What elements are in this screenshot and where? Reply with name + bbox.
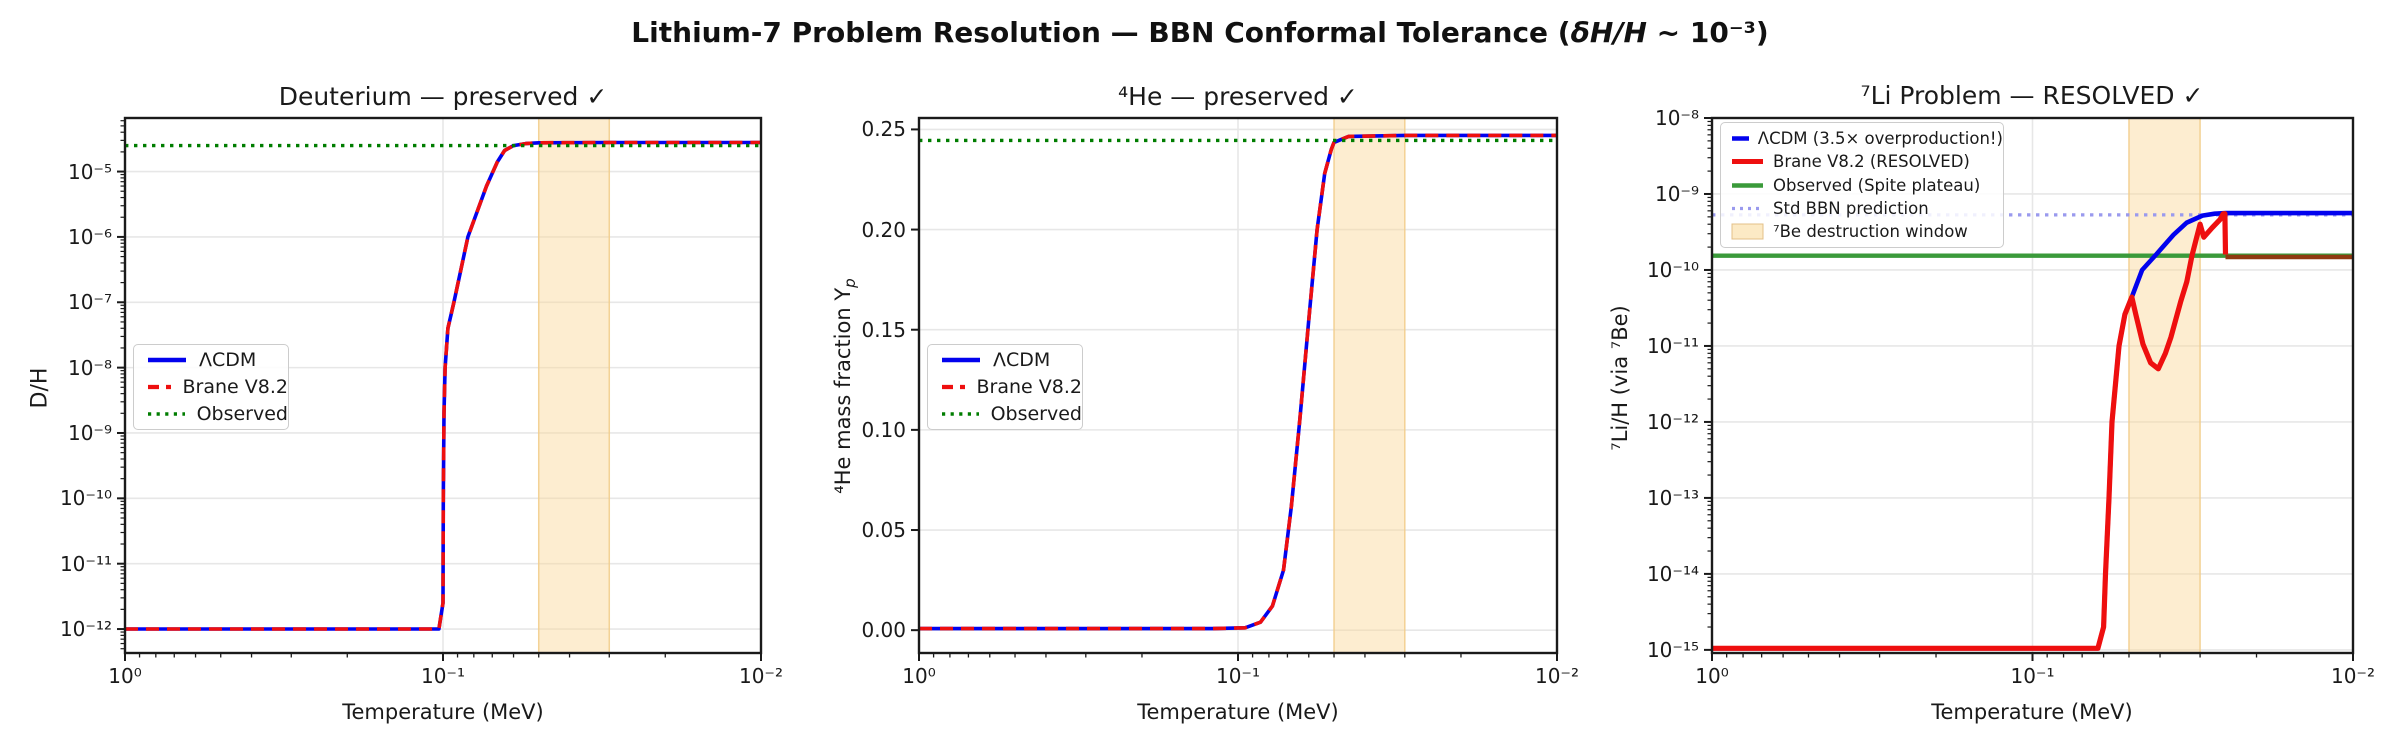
legend-swatch-red-dashed [148, 384, 171, 390]
legend-swatch-red-solid [1732, 159, 1763, 165]
legend-label: ΛCDM [993, 349, 1051, 372]
series-brane-v8-2-deuterium [125, 140, 761, 631]
legend-label: Std BBN prediction [1773, 198, 1929, 218]
legend-row: ΛCDM [941, 347, 1082, 374]
legend-row: Std BBN prediction [1731, 197, 2003, 220]
panel-helium-title: ⁴He — preserved ✓ [1118, 82, 1358, 111]
panel-helium-ylabel: ⁴He mass fraction Yp [831, 278, 859, 493]
legend-row: Brane V8.2 [147, 374, 288, 401]
ytick-label-helium: 0.25 [861, 117, 906, 142]
ytick-label-helium: 0.20 [861, 217, 906, 242]
legend-swatch-green-dotted [148, 411, 185, 416]
legend-swatch-periwinkle-dotted [1732, 206, 1763, 210]
xtick-label-deuterium: 10⁻¹ [420, 664, 466, 688]
ytick-label-helium: 0.10 [861, 417, 906, 442]
be7-destruction-window-band [538, 118, 610, 653]
legend-label: Observed (Spite plateau) [1773, 175, 1981, 195]
legend-label: ΛCDM (3.5× overproduction!) [1757, 129, 2003, 149]
legend-swatch-red-dashed [942, 384, 965, 390]
ytick-label-lithium: 10⁻¹² [1646, 409, 1699, 434]
ytick-label-lithium: 10⁻¹⁴ [1646, 561, 1699, 586]
ytick-label-deuterium: 10⁻⁶ [67, 224, 112, 249]
panel-deuterium [117, 116, 763, 661]
ytick-label-lithium: 10⁻⁸ [1654, 106, 1699, 130]
panel-deuterium-title: Deuterium — preserved ✓ [278, 82, 608, 111]
be7-destruction-window-band [2128, 118, 2201, 653]
panel-lithium [1704, 116, 2355, 661]
ytick-label-lithium: 10⁻⁹ [1654, 181, 1699, 206]
xtick-label-helium: 10⁻² [1534, 664, 1580, 688]
ytick-label-lithium: 10⁻¹⁰ [1646, 257, 1699, 282]
figure-suptitle: Lithium-7 Problem Resolution — BBN Confo… [631, 16, 1768, 49]
legend-label: ⁷Be destruction window [1773, 221, 1968, 241]
panel-deuterium-xlabel: Temperature (MeV) [342, 700, 544, 724]
xtick-label-lithium: 10⁻¹ [2010, 664, 2055, 688]
ytick-label-helium: 0.00 [861, 618, 906, 643]
ytick-label-deuterium: 10⁻¹¹ [59, 551, 112, 576]
suptitle-text: Lithium-7 Problem Resolution — BBN Confo… [631, 16, 1571, 49]
ytick-label-lithium: 10⁻¹⁵ [1646, 637, 1699, 662]
legend-deuterium: ΛCDM Brane V8.2 Observed [133, 344, 289, 430]
xtick-label-lithium: 10⁰ [1695, 664, 1729, 688]
legend-lithium: ΛCDM (3.5× overproduction!) Brane V8.2 (R… [1720, 122, 2004, 248]
legend-row: Observed (Spite plateau) [1731, 173, 2003, 196]
legend-row: Observed [941, 400, 1082, 427]
panel-lithium-xlabel: Temperature (MeV) [1931, 700, 2133, 724]
legend-label: Observed [196, 402, 288, 425]
ytick-label-lithium: 10⁻¹³ [1646, 485, 1699, 510]
ytick-label-deuterium: 10⁻⁹ [67, 420, 112, 445]
panel-deuterium-ylabel: D/H [27, 367, 53, 409]
legend-row: Observed [147, 400, 288, 427]
series-brane-v8-2-resolved-lithium [1712, 211, 2229, 651]
panel-lithium-ylabel: ⁷Li/H (via ⁷Be) [1608, 305, 1632, 451]
legend-swatch-blue-solid [942, 358, 980, 363]
legend-swatch-blue-solid [148, 358, 186, 363]
legend-label: Observed [990, 402, 1082, 425]
suptitle-math: δH/H [1570, 16, 1647, 49]
ytick-label-helium: 0.05 [861, 518, 906, 543]
legend-row: Brane V8.2 (RESOLVED) [1731, 150, 2003, 173]
series-brane-v8-2-helium [919, 133, 1557, 631]
legend-row: ⁷Be destruction window [1731, 220, 2003, 243]
legend-swatch-blue-solid [1732, 136, 1749, 141]
legend-label: ΛCDM [199, 349, 257, 372]
legend-helium: ΛCDM Brane V8.2 Observed [927, 344, 1083, 430]
legend-swatch-green-dotted [942, 411, 979, 416]
legend-label: Brane V8.2 [976, 376, 1082, 398]
legend-swatch-green-solid [1732, 182, 1763, 188]
be7-destruction-window-band [1334, 118, 1405, 653]
ytick-label-helium: 0.15 [861, 317, 906, 342]
legend-label: Brane V8.2 [182, 376, 288, 398]
legend-label: Brane V8.2 (RESOLVED) [1773, 152, 1970, 172]
panel-lithium-title: ⁷Li Problem — RESOLVED ✓ [1860, 81, 2204, 110]
panel-helium [911, 116, 1559, 661]
ytick-label-deuterium: 10⁻¹⁰ [59, 486, 112, 511]
xtick-label-lithium: 10⁻² [2330, 664, 2376, 688]
ytick-label-deuterium: 10⁻⁸ [67, 355, 112, 380]
xtick-label-deuterium: 10⁻² [738, 664, 784, 688]
legend-row: ΛCDM (3.5× overproduction!) [1731, 127, 2003, 150]
ytick-label-deuterium: 10⁻⁵ [67, 159, 112, 184]
legend-row: ΛCDM [147, 347, 288, 374]
panel-helium-xlabel: Temperature (MeV) [1137, 700, 1339, 724]
xtick-label-helium: 10⁰ [902, 664, 936, 688]
ytick-label-lithium: 10⁻¹¹ [1646, 333, 1699, 358]
legend-swatch-band-patch [1731, 223, 1764, 240]
xtick-label-deuterium: 10⁰ [108, 664, 142, 688]
legend-row: Brane V8.2 [941, 374, 1082, 401]
ytick-label-deuterium: 10⁻⁷ [67, 290, 112, 315]
suptitle-tail: ~ 10⁻³) [1646, 16, 1769, 49]
panel-helium-ylabel-sub: p [841, 278, 860, 288]
ytick-label-deuterium: 10⁻¹² [59, 617, 112, 642]
panel-helium-ylabel-main: ⁴He mass fraction Y [830, 287, 855, 494]
xtick-label-helium: 10⁻¹ [1215, 664, 1261, 688]
